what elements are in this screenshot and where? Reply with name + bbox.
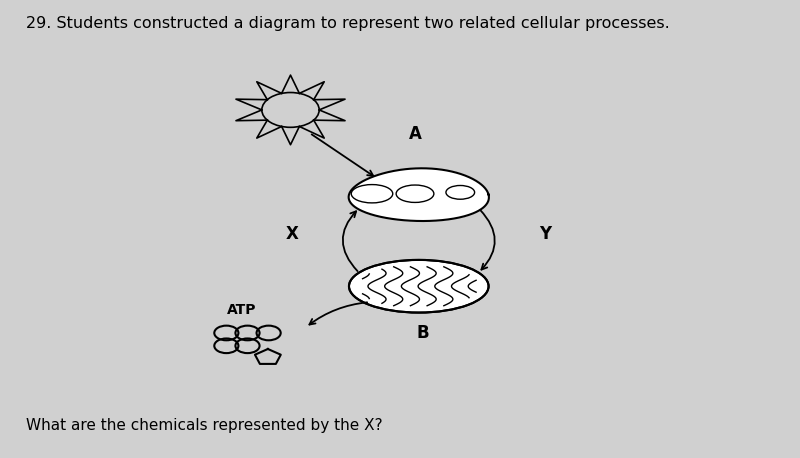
FancyArrowPatch shape <box>480 210 494 270</box>
Text: ATP: ATP <box>226 303 256 317</box>
Text: A: A <box>409 125 422 143</box>
FancyArrowPatch shape <box>312 134 374 176</box>
Text: B: B <box>416 324 429 342</box>
Text: X: X <box>286 224 299 243</box>
Text: Y: Y <box>539 224 551 243</box>
FancyArrowPatch shape <box>310 302 367 325</box>
Text: 29. Students constructed a diagram to represent two related cellular processes.: 29. Students constructed a diagram to re… <box>26 16 670 31</box>
FancyArrowPatch shape <box>342 211 358 271</box>
Text: What are the chemicals represented by the X?: What are the chemicals represented by th… <box>26 418 383 433</box>
Polygon shape <box>349 168 489 221</box>
Ellipse shape <box>349 260 489 313</box>
